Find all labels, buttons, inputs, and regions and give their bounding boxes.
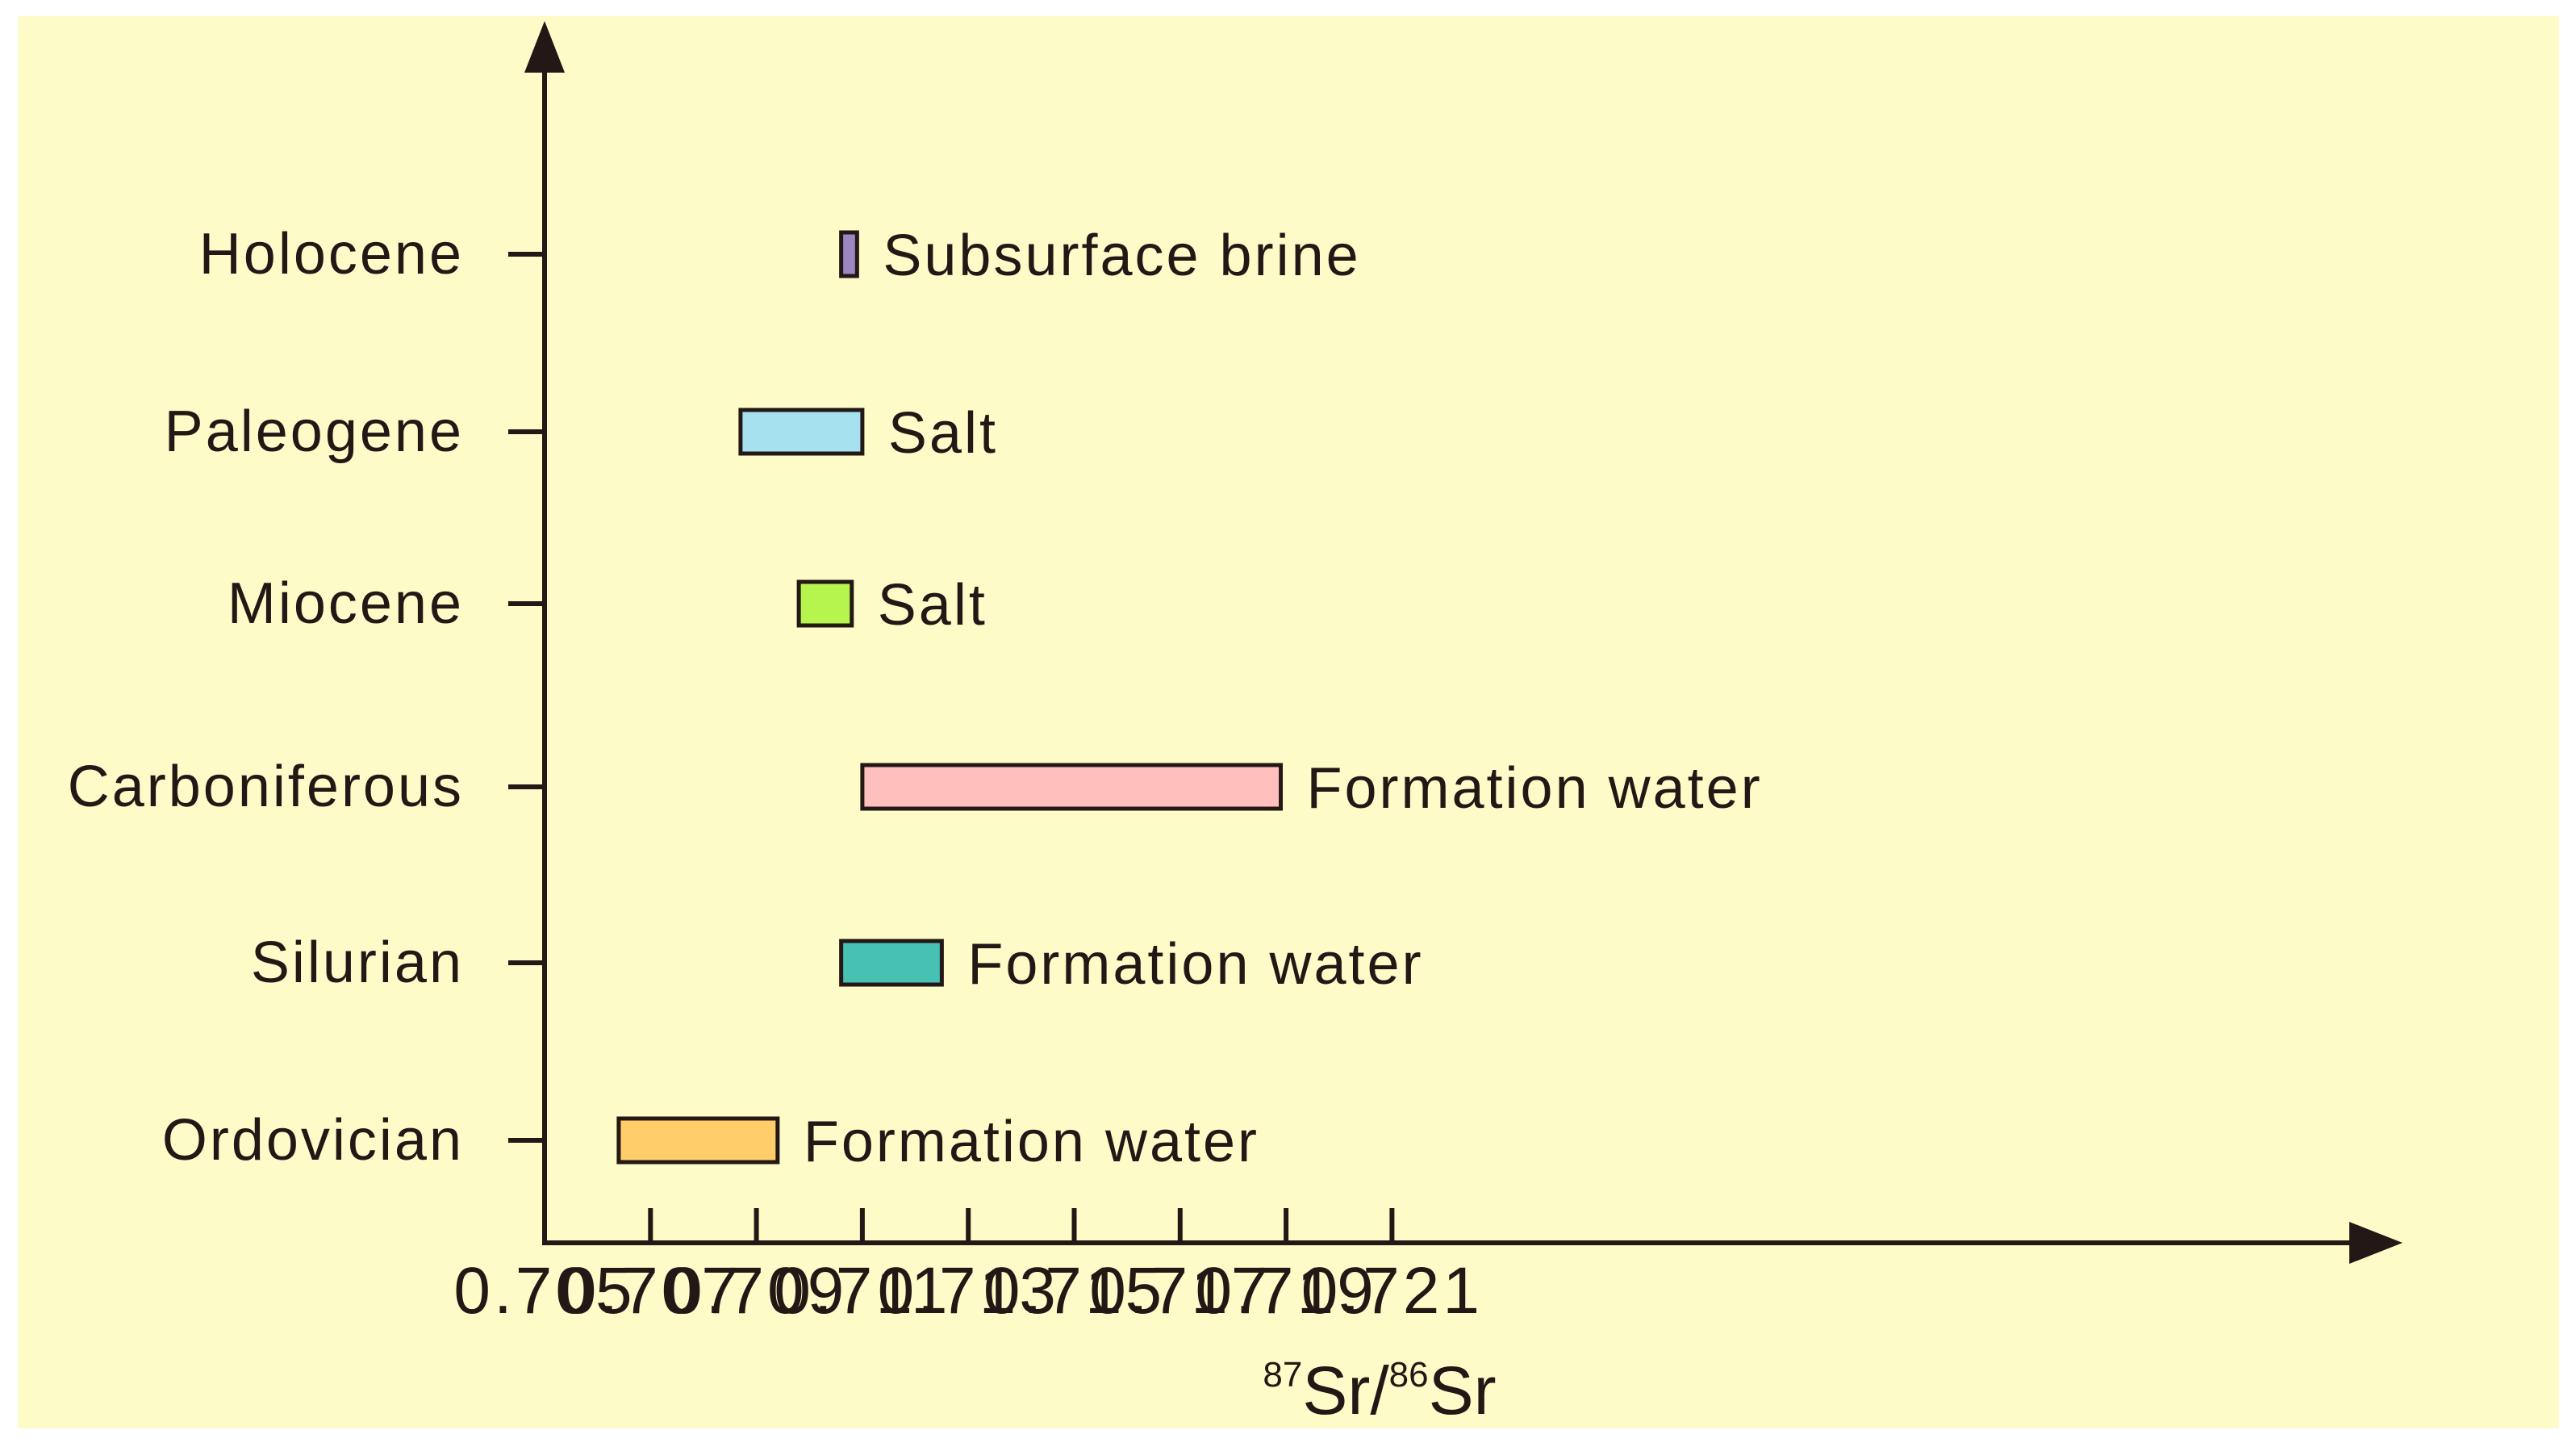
range-bar-carboniferous [860,763,1284,811]
chart-background [18,16,2559,1428]
range-label-paleogene: Salt [888,401,998,466]
range-bar-miocene [796,579,854,628]
range-bar-paleogene [738,408,865,456]
range-label-miocene: Salt [878,573,987,638]
y-tick-label-ordovician: Ordovician [162,1108,464,1173]
y-axis-ticks: Holocene Paleogene Miocene Carboniferous Sil… [68,222,545,1173]
range-bars: Subsurface brine Salt Salt Formation water F… [616,224,1763,1174]
y-tick-label-holocene: Holocene [199,222,464,286]
x-tick-label-0.707: 0.707 [560,1254,741,1328]
x-tick-label-0.709: 0.709 [666,1254,847,1328]
x-axis-title: 87Sr/86Sr [1263,1353,1496,1428]
y-tick-label-silurian: Silurian [251,931,464,995]
y-axis-arrow [524,21,565,73]
range-bar-ordovician [616,1116,780,1165]
y-tick-label-miocene: Miocene [228,571,464,636]
x-tick-label-0.717: 0.717 [1089,1254,1271,1328]
x-tick-label-0.715: 0.715 [983,1254,1165,1328]
x-tick-label-0.713: 0.713 [878,1254,1059,1328]
x-axis-arrow [2349,1222,2403,1264]
range-label-carboniferous: Formation water [1307,756,1763,821]
x-tick-label-0.719: 0.719 [1195,1254,1376,1328]
range-label-holocene: Subsurface brine [883,224,1360,288]
y-tick-label-paleogene: Paleogene [165,399,464,464]
x-axis-title-part-2: Sr [1429,1353,1497,1428]
x-tick-label-0.711: 0.711 [774,1254,950,1328]
x-tick-label-0.705: 0.705 [453,1254,635,1328]
x-axis-title-sup-87: 87 [1263,1355,1302,1395]
y-tick-label-carboniferous: Carboniferous [68,755,464,819]
range-bar-silurian [839,939,944,987]
range-label-ordovician: Formation water [804,1110,1259,1174]
x-axis-ticks: 0.7050.7070.7090.7110.7130.7150.7170.719… [453,1208,1483,1328]
x-axis-title-sup-86: 86 [1389,1355,1429,1395]
x-tick-label-0.721: 0.721 [1301,1254,1483,1328]
range-label-silurian: Formation water [967,932,1423,997]
x-axis-title-part-1: Sr/ [1302,1353,1389,1428]
range-bar-holocene [839,230,859,278]
